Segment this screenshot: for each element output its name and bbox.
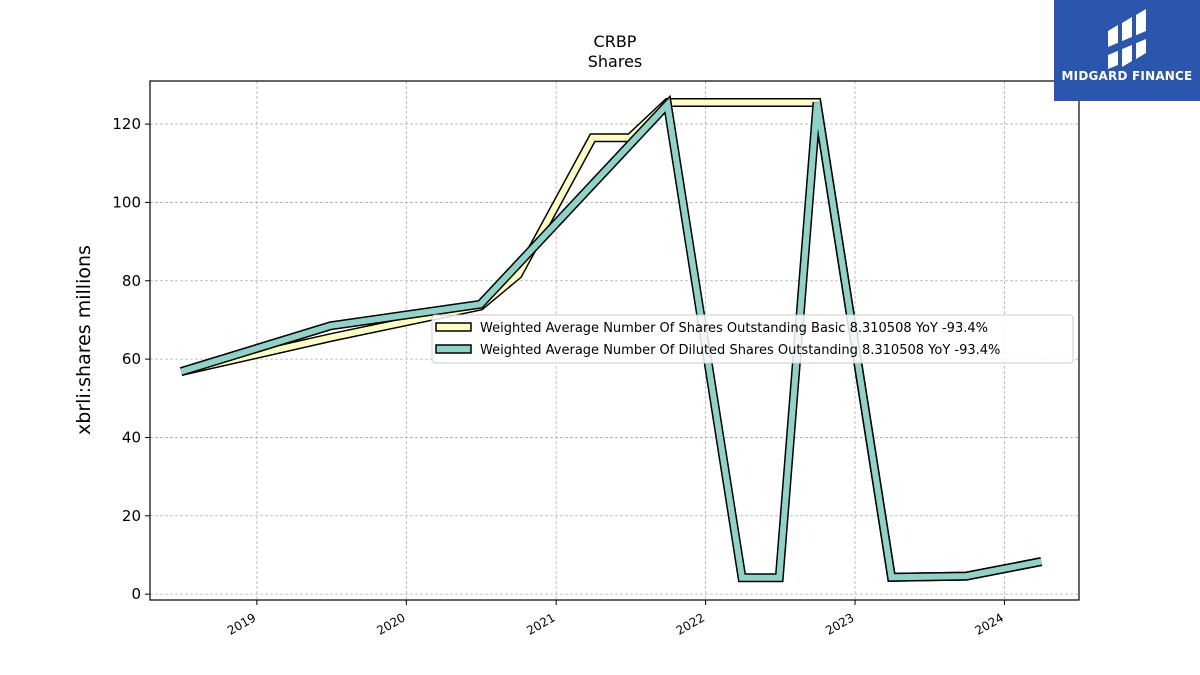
x-tick-label: 2023 [823, 610, 856, 637]
series-lines [179, 94, 1043, 583]
midgard-finance-logo: MIDGARD FINANCE [1054, 0, 1200, 101]
logo-text: MIDGARD FINANCE [1061, 69, 1193, 83]
y-axis-label: xbrli:shares millions [73, 245, 95, 435]
y-tick-label: 120 [112, 115, 141, 133]
legend-swatch-basic [435, 322, 472, 332]
x-tick-label: 2021 [524, 610, 557, 637]
y-tick-label: 100 [112, 193, 141, 211]
x-tick-label: 2020 [374, 610, 407, 637]
x-tick-label: 2024 [973, 610, 1006, 637]
y-tick-label: 40 [122, 428, 141, 446]
y-tick-label: 20 [122, 507, 141, 525]
grid [150, 81, 1079, 600]
diluted-shares-line [180, 97, 1042, 581]
x-tick-label: 2019 [225, 610, 258, 637]
plot-frame [149, 80, 1080, 601]
y-tick-label: 80 [122, 272, 141, 290]
x-tick-label: 2022 [674, 610, 707, 637]
legend-box [431, 314, 1074, 364]
y-tick-label: 60 [122, 350, 141, 368]
y-tick-label: 0 [131, 585, 141, 603]
midgard-logo-icon [1108, 9, 1146, 69]
legend-label-diluted: Weighted Average Number Of Diluted Share… [480, 343, 1000, 358]
chart-title: CRBP [594, 32, 637, 51]
chart-subtitle: Shares [588, 52, 643, 71]
legend-label-basic: Weighted Average Number Of Shares Outsta… [480, 321, 988, 336]
legend-swatch-diluted [435, 344, 472, 354]
legend: Weighted Average Number Of Shares Outsta… [431, 314, 1074, 364]
